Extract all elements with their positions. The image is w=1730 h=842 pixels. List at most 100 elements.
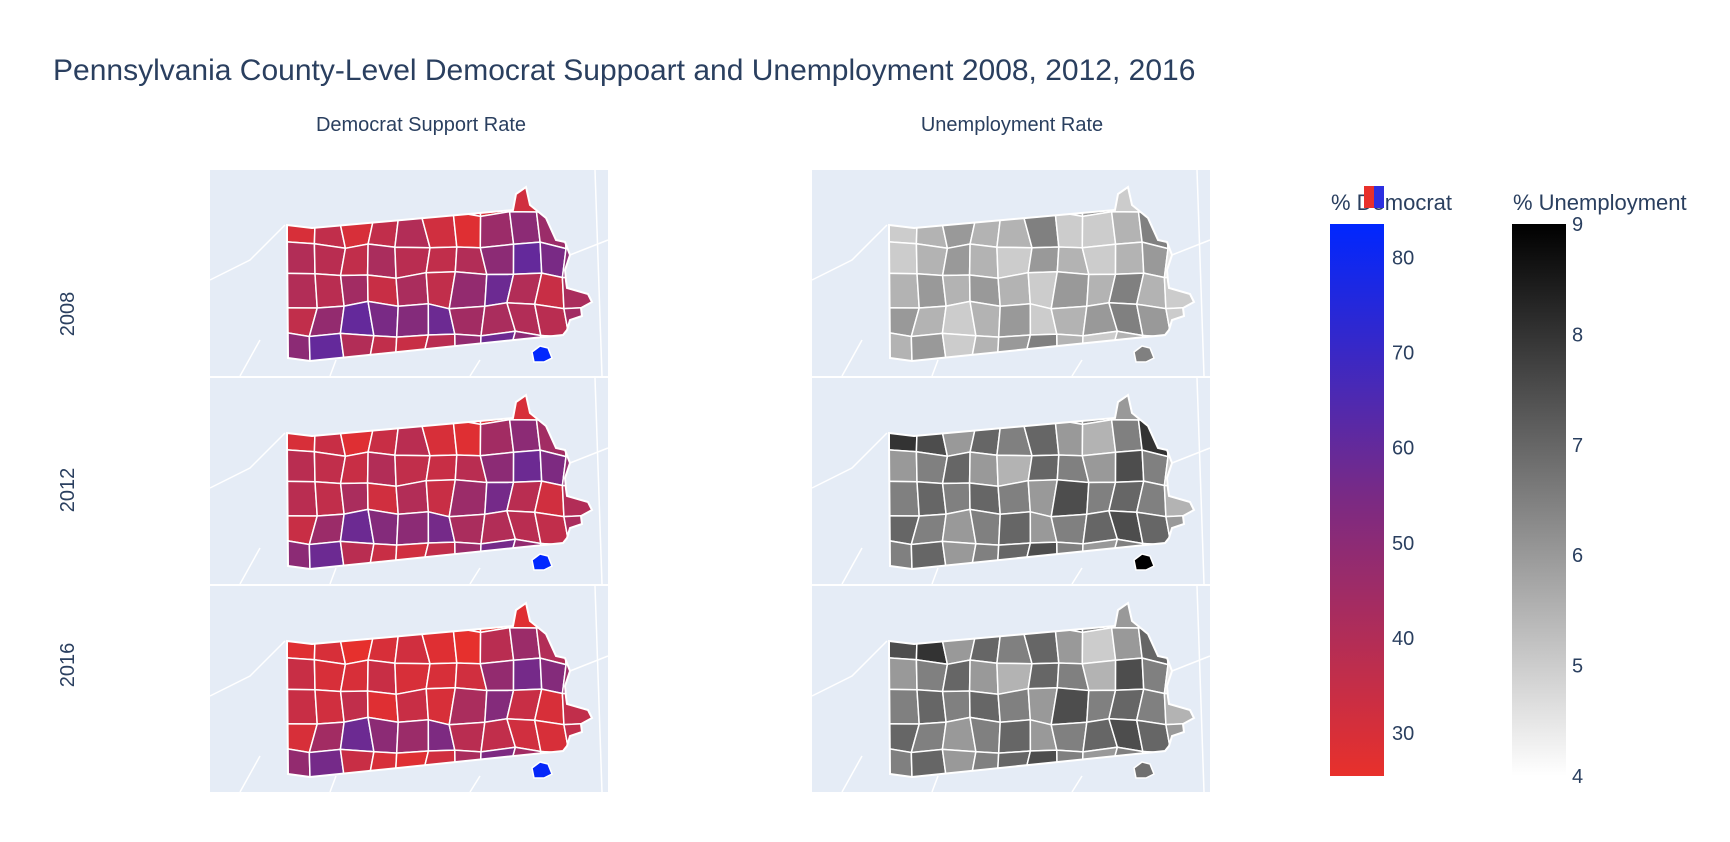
county[interactable] bbox=[1050, 305, 1088, 337]
county[interactable] bbox=[910, 540, 948, 573]
county[interactable] bbox=[339, 243, 369, 277]
county[interactable] bbox=[1050, 270, 1090, 310]
county[interactable] bbox=[916, 272, 947, 309]
county[interactable] bbox=[1114, 241, 1145, 276]
county[interactable] bbox=[997, 479, 1032, 516]
county[interactable] bbox=[508, 418, 541, 454]
county[interactable] bbox=[1110, 626, 1143, 662]
county[interactable] bbox=[285, 656, 316, 691]
county[interactable] bbox=[910, 332, 948, 365]
county[interactable] bbox=[339, 451, 369, 485]
county[interactable] bbox=[366, 243, 397, 280]
county[interactable] bbox=[285, 747, 311, 781]
county[interactable] bbox=[1114, 657, 1145, 692]
county[interactable] bbox=[479, 451, 515, 484]
county[interactable] bbox=[367, 300, 399, 338]
county[interactable] bbox=[308, 332, 346, 365]
county[interactable] bbox=[941, 690, 971, 723]
county[interactable] bbox=[997, 510, 1032, 546]
county[interactable] bbox=[1081, 210, 1117, 249]
county-philadelphia[interactable] bbox=[1133, 345, 1155, 363]
county[interactable] bbox=[887, 331, 913, 365]
county[interactable] bbox=[448, 305, 486, 337]
county[interactable] bbox=[1054, 418, 1084, 457]
county[interactable] bbox=[997, 302, 1032, 338]
county[interactable] bbox=[997, 718, 1032, 754]
county[interactable] bbox=[479, 210, 515, 249]
county[interactable] bbox=[395, 718, 430, 754]
county[interactable] bbox=[1141, 241, 1169, 279]
county[interactable] bbox=[941, 243, 971, 277]
county[interactable] bbox=[968, 659, 999, 696]
county[interactable] bbox=[539, 449, 567, 487]
county[interactable] bbox=[285, 539, 311, 573]
county[interactable] bbox=[367, 508, 399, 546]
county[interactable] bbox=[997, 687, 1032, 724]
county[interactable] bbox=[285, 240, 316, 275]
county[interactable] bbox=[941, 482, 971, 515]
county[interactable] bbox=[314, 272, 345, 309]
county[interactable] bbox=[887, 448, 918, 483]
county[interactable] bbox=[395, 510, 430, 546]
county[interactable] bbox=[1027, 662, 1060, 690]
county[interactable] bbox=[479, 243, 515, 276]
county[interactable] bbox=[1050, 513, 1088, 545]
county[interactable] bbox=[941, 274, 971, 307]
county[interactable] bbox=[1054, 626, 1084, 665]
county-philadelphia[interactable] bbox=[1133, 553, 1155, 571]
county[interactable] bbox=[997, 271, 1032, 308]
county[interactable] bbox=[448, 270, 488, 310]
county[interactable] bbox=[969, 300, 1001, 338]
county[interactable] bbox=[887, 656, 918, 691]
county[interactable] bbox=[508, 626, 541, 662]
county[interactable] bbox=[1050, 478, 1090, 518]
county[interactable] bbox=[916, 480, 947, 517]
county[interactable] bbox=[887, 539, 913, 573]
county[interactable] bbox=[395, 479, 430, 516]
county[interactable] bbox=[285, 688, 318, 725]
county[interactable] bbox=[314, 480, 345, 517]
county[interactable] bbox=[452, 210, 482, 249]
county[interactable] bbox=[452, 418, 482, 457]
county[interactable] bbox=[448, 478, 488, 518]
county[interactable] bbox=[425, 662, 458, 690]
county[interactable] bbox=[339, 690, 369, 723]
county[interactable] bbox=[1054, 210, 1084, 249]
county[interactable] bbox=[539, 657, 567, 695]
county[interactable] bbox=[969, 716, 1001, 754]
county[interactable] bbox=[1081, 418, 1117, 457]
county[interactable] bbox=[395, 302, 430, 338]
county[interactable] bbox=[1081, 659, 1117, 692]
county[interactable] bbox=[448, 721, 486, 753]
county[interactable] bbox=[314, 688, 345, 725]
county[interactable] bbox=[425, 454, 458, 482]
county[interactable] bbox=[308, 540, 346, 573]
county[interactable] bbox=[539, 241, 567, 279]
county[interactable] bbox=[479, 659, 515, 692]
county[interactable] bbox=[339, 659, 369, 693]
county[interactable] bbox=[395, 687, 430, 724]
county[interactable] bbox=[1027, 246, 1060, 274]
county[interactable] bbox=[285, 448, 316, 483]
county[interactable] bbox=[887, 240, 918, 275]
county[interactable] bbox=[366, 659, 397, 696]
county[interactable] bbox=[285, 272, 318, 309]
county[interactable] bbox=[969, 508, 1001, 546]
county[interactable] bbox=[367, 716, 399, 754]
county[interactable] bbox=[452, 626, 482, 665]
county[interactable] bbox=[1110, 210, 1143, 246]
county[interactable] bbox=[339, 482, 369, 515]
county[interactable] bbox=[887, 688, 920, 725]
county[interactable] bbox=[887, 480, 920, 517]
county-philadelphia[interactable] bbox=[1133, 761, 1155, 779]
county-philadelphia[interactable] bbox=[531, 345, 553, 363]
county[interactable] bbox=[479, 418, 515, 457]
county[interactable] bbox=[968, 451, 999, 488]
county[interactable] bbox=[285, 331, 311, 365]
county[interactable] bbox=[425, 246, 458, 274]
county[interactable] bbox=[968, 243, 999, 280]
county[interactable] bbox=[308, 748, 346, 781]
county[interactable] bbox=[512, 241, 543, 276]
county[interactable] bbox=[1050, 721, 1088, 753]
county[interactable] bbox=[479, 626, 515, 665]
